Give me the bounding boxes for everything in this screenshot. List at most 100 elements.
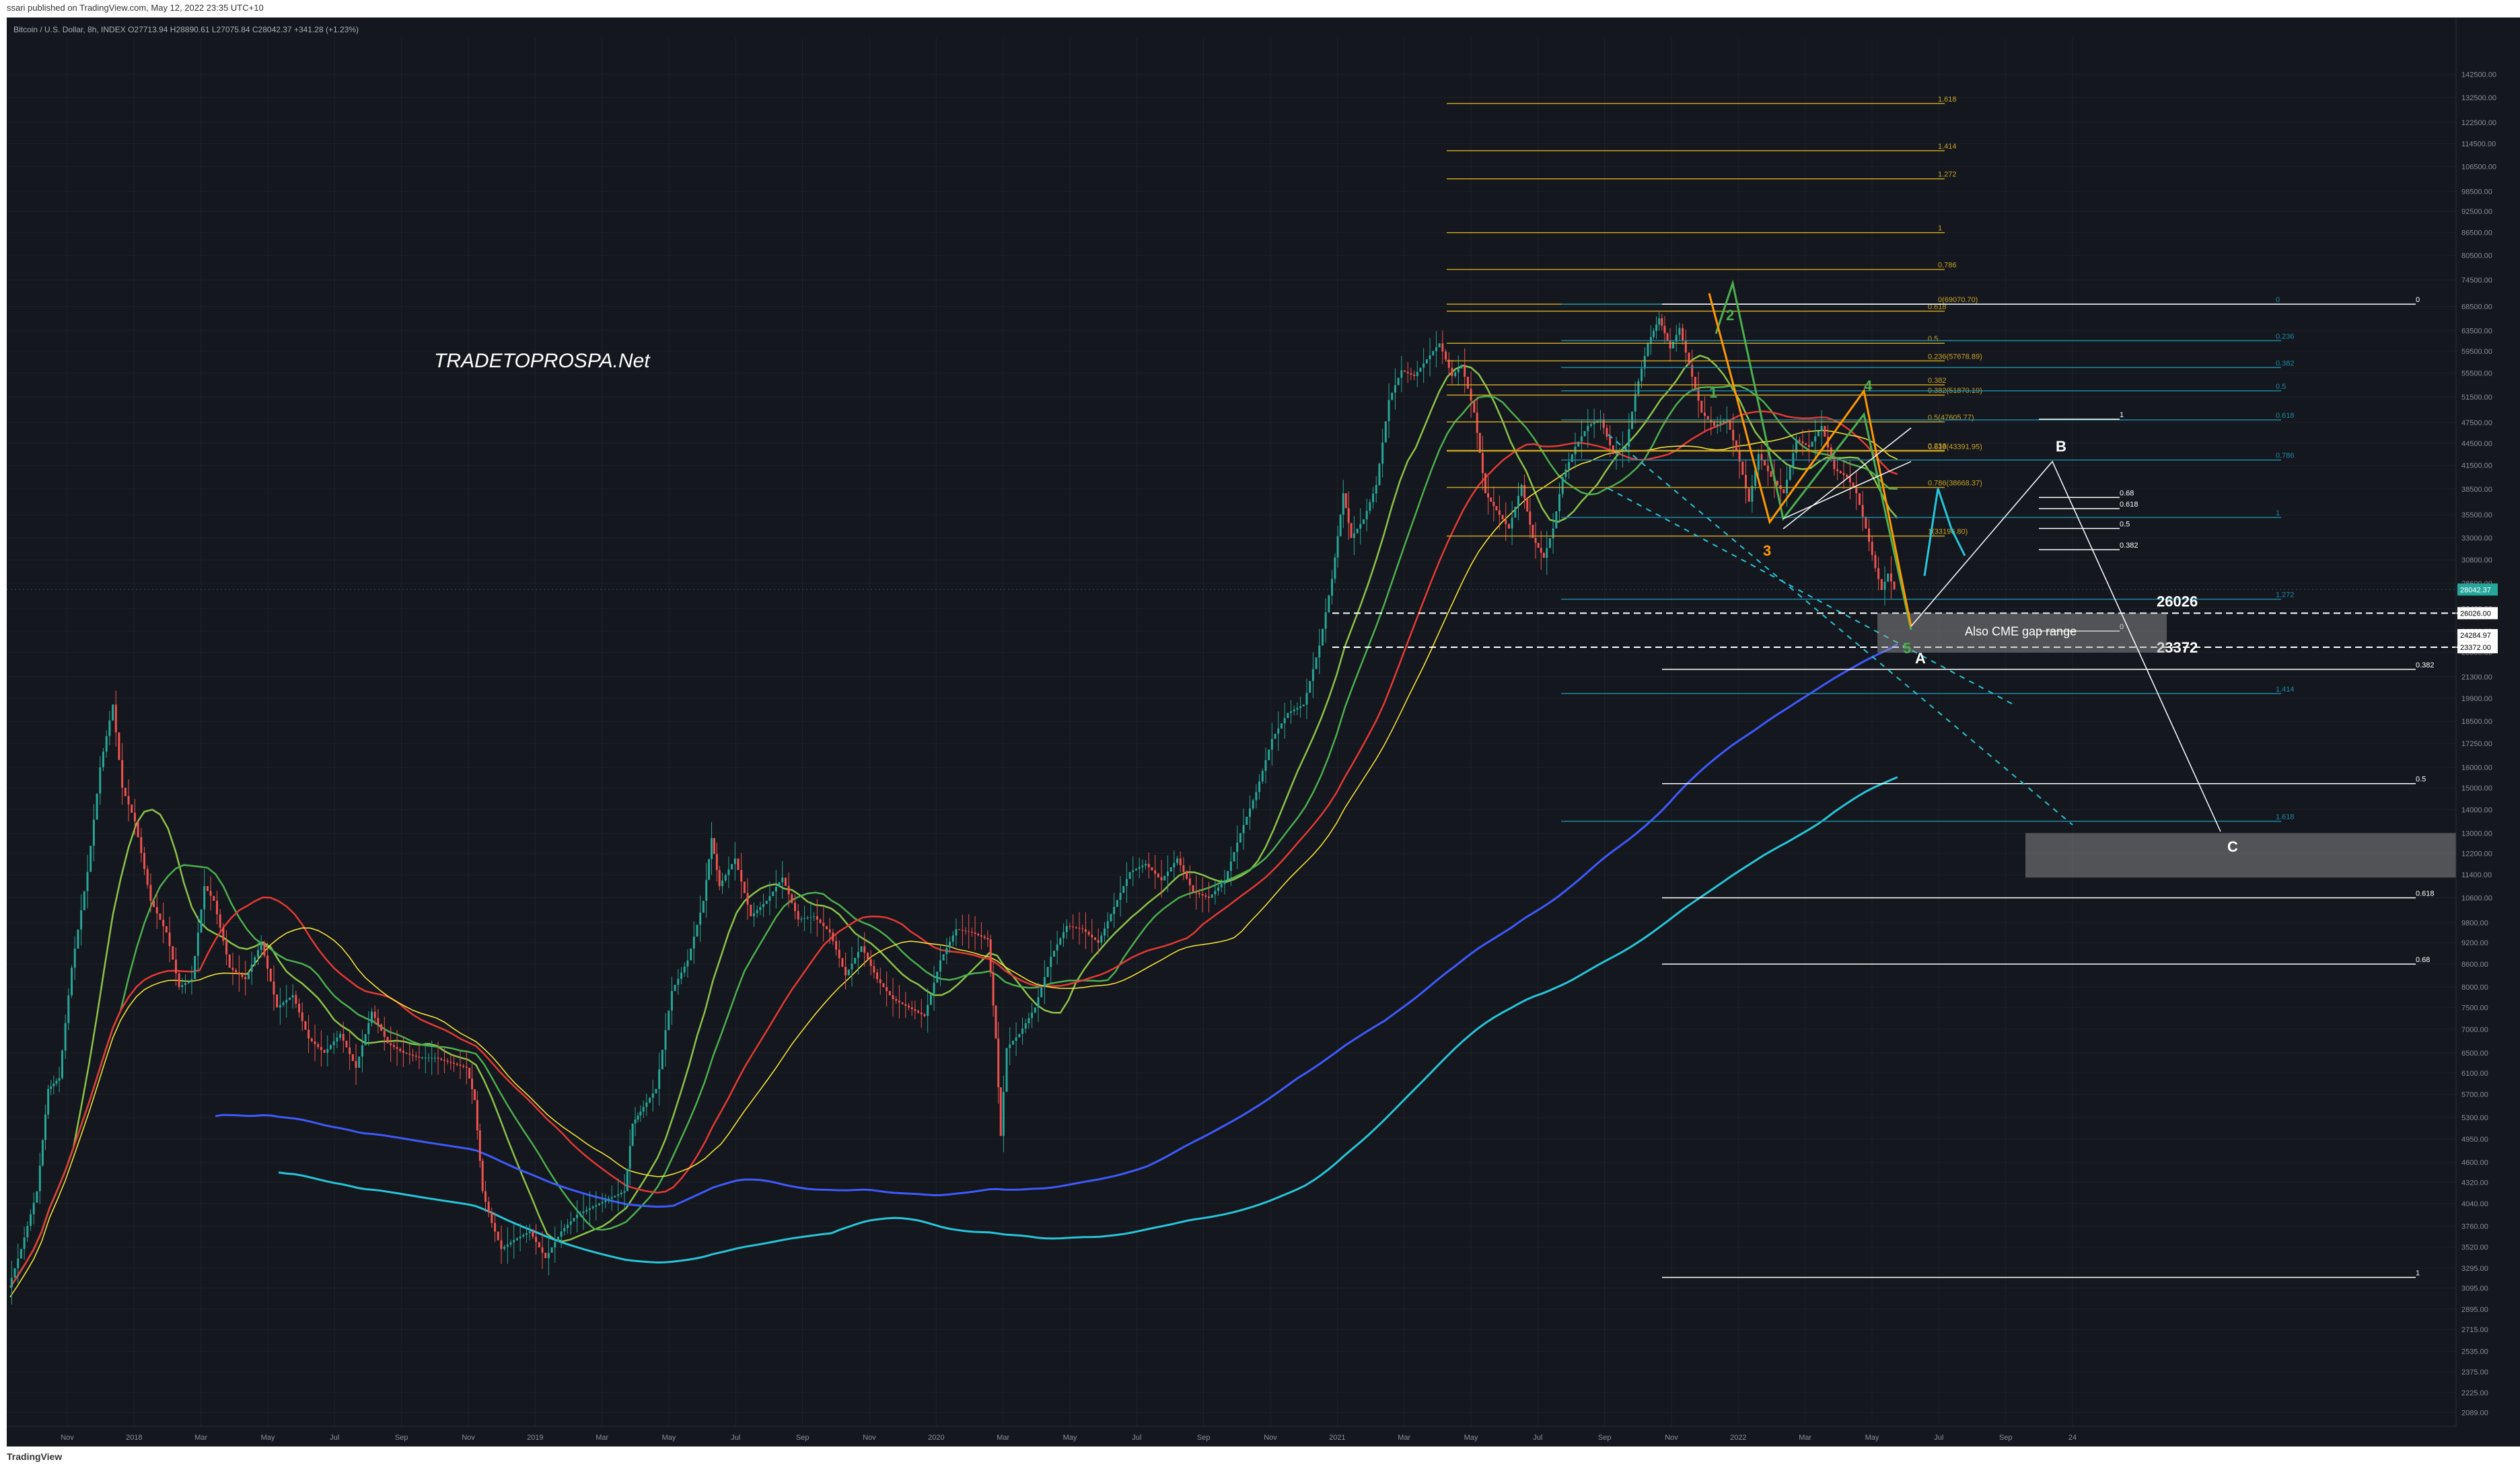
candle-body xyxy=(1277,728,1280,734)
y-tick-label: 6500.00 xyxy=(2461,1050,2488,1058)
candle-body xyxy=(399,1049,402,1051)
candle-body xyxy=(509,1242,512,1245)
candle-body xyxy=(1438,343,1441,348)
candle-body xyxy=(1135,869,1137,871)
candle-body xyxy=(569,1221,572,1225)
y-tick-label: 4320.00 xyxy=(2461,1179,2488,1187)
candle-body xyxy=(1628,429,1630,447)
fib-retracement-label: 0.786 xyxy=(2276,452,2295,460)
ma-green xyxy=(9,384,1898,1288)
watermark: TRADETOPROSPA.Net xyxy=(434,350,651,372)
candle-body xyxy=(727,869,730,875)
y-tick-label: 51500.00 xyxy=(2461,394,2492,402)
candle-body xyxy=(23,1237,26,1249)
candle-body xyxy=(1612,445,1614,454)
candle-body xyxy=(686,960,689,967)
candle-body xyxy=(1315,657,1318,669)
candle-body xyxy=(715,854,718,871)
candle-body xyxy=(266,955,269,969)
candle-body xyxy=(713,838,715,854)
candle-body xyxy=(1520,484,1523,497)
candle-body xyxy=(1163,876,1166,881)
candle-body xyxy=(573,1218,575,1222)
candle-body xyxy=(13,1268,16,1278)
candle-body xyxy=(1188,878,1191,885)
candle-body xyxy=(1169,867,1172,872)
candle-body xyxy=(601,1202,604,1204)
channel-upper xyxy=(1608,434,2073,826)
candle-body xyxy=(1495,506,1498,511)
candle-body xyxy=(762,904,765,908)
candle-body xyxy=(513,1240,515,1243)
x-tick-label: Nov xyxy=(61,1434,74,1442)
candle-body xyxy=(1583,431,1586,437)
candle-body xyxy=(1075,927,1077,928)
candle-body xyxy=(832,932,834,941)
candle-body xyxy=(997,1038,1000,1087)
candle-body xyxy=(869,959,872,966)
candle-body xyxy=(222,927,225,941)
candle-body xyxy=(1296,708,1299,710)
candle-body xyxy=(800,918,803,920)
price-chart[interactable]: 1.6181.4141.27210.7860(69070.70)0.6180.5… xyxy=(7,17,2520,1446)
candle-body xyxy=(1214,891,1217,895)
fib-target-label: 0 xyxy=(2416,296,2420,304)
candle-body xyxy=(1331,579,1334,596)
candle-body xyxy=(1176,858,1179,863)
candle-body xyxy=(26,1226,29,1238)
candle-body xyxy=(750,904,752,916)
candle-body xyxy=(1274,733,1276,739)
candle-body xyxy=(235,969,238,973)
candle-body xyxy=(1302,704,1305,706)
candle-body xyxy=(1484,473,1486,494)
candle-body xyxy=(1741,461,1744,475)
fib-retrace-gold-label: 0.236(57678.89) xyxy=(1928,353,1982,361)
chart-area[interactable]: 1.618 1.414 1.272 1 0.786 0(69070.70) 0.618 0.5… xyxy=(7,17,2520,1446)
fib-retrace-gold-label: 1(33196.80) xyxy=(1928,528,1968,536)
candle-body xyxy=(1132,870,1135,873)
candle-body xyxy=(1110,914,1112,922)
candle-body xyxy=(1735,440,1737,451)
candle-body xyxy=(1151,867,1153,871)
candle-body xyxy=(345,1040,348,1048)
time-axis[interactable]: Nov 2018 Mar May Jul Sep Nov 2019 Mar May Jul Sep No… xyxy=(7,1426,2456,1442)
candle-body xyxy=(468,1068,471,1079)
y-tick-label: 15000.00 xyxy=(2461,784,2492,793)
candle-body xyxy=(1568,462,1571,470)
wave-label: 4 xyxy=(1864,377,1873,394)
candle-body xyxy=(1104,928,1106,936)
y-tick-label: 59500.00 xyxy=(2461,348,2492,356)
candle-body xyxy=(1842,473,1845,476)
fib-retracement-label: 0.618 xyxy=(2276,412,2295,420)
candle-body xyxy=(1182,865,1185,872)
y-tick-label: 2895.00 xyxy=(2461,1306,2488,1314)
candle-body xyxy=(203,886,206,910)
y-tick-label: 5700.00 xyxy=(2461,1091,2488,1099)
candle-body xyxy=(1564,469,1567,477)
price-axis[interactable]: 142500.00 132500.00 122500.00 114500.00 1065… xyxy=(2455,17,2498,1426)
candle-body xyxy=(1684,340,1687,353)
candle-body xyxy=(1359,523,1362,529)
candle-body xyxy=(1517,496,1519,507)
candle-body xyxy=(118,732,120,760)
candle-body xyxy=(291,994,294,998)
candle-body xyxy=(791,894,793,903)
candle-body xyxy=(320,1047,322,1050)
candle-body xyxy=(1065,926,1068,932)
candle-body xyxy=(206,886,209,891)
candle-body xyxy=(1334,557,1336,579)
candle-body xyxy=(10,1278,13,1288)
candle-body xyxy=(1236,842,1239,852)
y-tick-label: 17250.00 xyxy=(2461,740,2492,748)
candle-body xyxy=(661,1050,663,1070)
candle-body xyxy=(1880,579,1883,590)
candle-body xyxy=(1106,921,1109,928)
candle-body xyxy=(405,1052,408,1054)
candle-body xyxy=(1388,400,1390,422)
candle-body xyxy=(1145,863,1147,866)
candle-body xyxy=(215,900,218,914)
candle-body xyxy=(1710,419,1713,423)
candle-body xyxy=(949,941,951,948)
candle-body xyxy=(453,1062,456,1064)
candle-body xyxy=(1264,760,1267,771)
